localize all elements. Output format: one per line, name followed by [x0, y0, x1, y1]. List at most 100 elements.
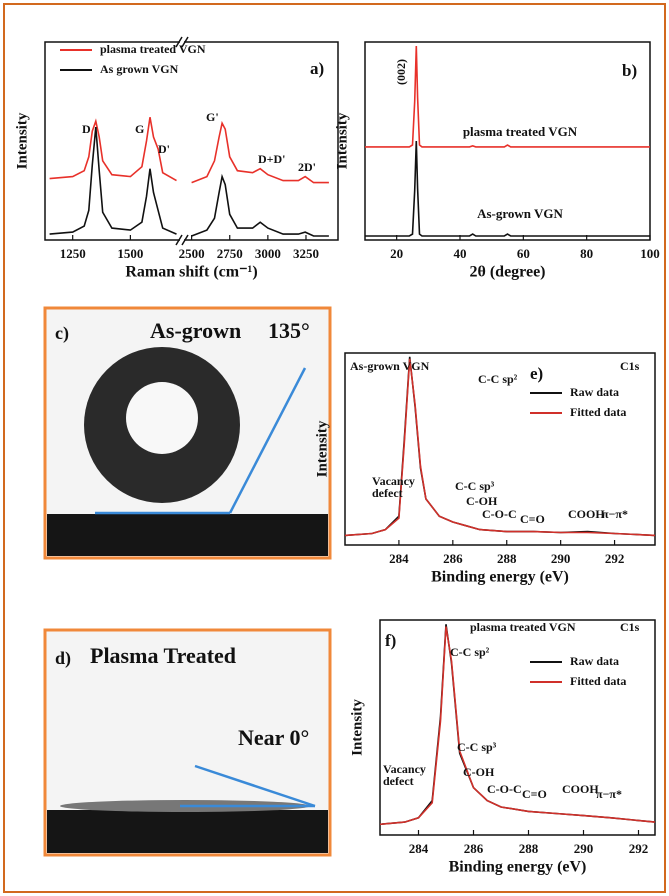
x-tick-label: 284 [409, 841, 429, 856]
x-axis-label: Raman shift (cm⁻¹) [125, 264, 257, 281]
x-tick-label: 100 [640, 246, 660, 261]
annotation: defect [383, 774, 414, 788]
x-tick-label: 286 [443, 551, 463, 566]
annotation: As-grown VGN [350, 359, 430, 373]
series-line [191, 120, 329, 184]
y-axis-label: Intensity [314, 420, 330, 477]
x-axis-label: 2θ (degree) [469, 264, 545, 281]
annotation: COOH [562, 782, 599, 796]
axis-break [175, 234, 189, 246]
y-axis-label: Intensity [349, 699, 365, 756]
x-tick-label: 40 [454, 246, 467, 261]
x-tick-label: 288 [497, 551, 517, 566]
x-tick-label: 290 [551, 551, 571, 566]
legend-label: Raw data [570, 385, 619, 399]
series-line [379, 626, 656, 826]
annotation: C-O-C [482, 507, 517, 521]
x-tick-label: 290 [574, 841, 594, 856]
photo-d: d) Plasma Treated Near 0° [43, 628, 332, 857]
annotation: G [135, 122, 144, 136]
series-label: plasma treated VGN [463, 124, 578, 139]
axis-break [175, 36, 189, 48]
tangent [194, 764, 316, 808]
annotation: π−π* [596, 787, 622, 801]
droplet-highlight [126, 382, 198, 454]
x-tick-label: 292 [629, 841, 649, 856]
panel-label: f) [385, 631, 396, 650]
annotation: Vacancy [372, 474, 415, 488]
axis-box [364, 41, 651, 241]
series-line [49, 127, 177, 235]
annotation: C1s [620, 359, 640, 373]
annotation: C1s [620, 620, 640, 634]
panel-label: a) [310, 59, 324, 78]
annotation: 2D' [298, 160, 316, 174]
series-line [191, 173, 329, 237]
x-tick-label: 292 [605, 551, 625, 566]
annotation: D [82, 122, 91, 136]
annotation: Vacancy [383, 762, 426, 776]
y-axis-label: Intensity [334, 112, 350, 169]
x-tick-label: 3250 [293, 246, 319, 261]
y-axis-label: Intensity [14, 112, 30, 169]
legend-label: plasma treated VGN [100, 42, 206, 56]
annotation: π−π* [602, 507, 628, 521]
x-tick-label: 2750 [217, 246, 243, 261]
annotation: D' [158, 142, 170, 156]
annotation: C-C sp² [450, 645, 490, 659]
x-tick-label: 60 [517, 246, 530, 261]
photo-label: As-grown [150, 318, 241, 343]
x-tick-label: 80 [580, 246, 593, 261]
chart: 284 286 288 290 292 Binding energy (eV) Intens… [314, 352, 656, 586]
x-tick-label: 20 [390, 246, 403, 261]
annotation: COOH [568, 507, 605, 521]
legend-label: As grown VGN [100, 62, 179, 76]
annotation: G' [206, 110, 219, 124]
legend-label: Raw data [570, 654, 619, 668]
angle-label: 135° [268, 318, 310, 343]
annotation: C-OH [466, 494, 498, 508]
annotation: C-O-C [487, 782, 522, 796]
annotation: C=O [520, 512, 545, 526]
axis-box [44, 41, 339, 241]
panel-label: b) [622, 61, 637, 80]
x-axis-label: Binding energy (eV) [431, 569, 569, 586]
axis-box [344, 352, 656, 546]
chart: 1250 1500 2500 2750 3000 3250 Raman shift (cm⁻… [14, 36, 339, 281]
series-line [49, 117, 177, 182]
annotation: C-C sp³ [455, 479, 495, 493]
annotation: C-OH [463, 765, 495, 779]
tangent [228, 367, 307, 514]
photo-label: Plasma Treated [90, 643, 236, 668]
annotation: plasma treated VGN [470, 620, 576, 634]
panel-label: c) [55, 323, 69, 344]
annotation: defect [372, 486, 403, 500]
series-label: As-grown VGN [477, 206, 563, 221]
legend-label: Fitted data [570, 405, 626, 419]
x-tick-label: 288 [519, 841, 539, 856]
annotation: C-C sp² [478, 372, 518, 386]
axis-box [379, 619, 656, 836]
annotation: C-C sp³ [457, 740, 497, 754]
chart: 20 40 60 80 100 2θ (degree) Intensity b) plasma … [334, 41, 660, 281]
x-tick-label: 3000 [255, 246, 281, 261]
series-line [365, 140, 650, 237]
angle-label: Near 0° [238, 725, 309, 750]
series-line [344, 358, 656, 537]
panel-label: d) [55, 648, 71, 669]
chart: 284 286 288 290 292 Binding energy (eV) Intens… [349, 619, 656, 876]
substrate [47, 514, 328, 556]
x-tick-label: 1500 [117, 246, 143, 261]
photo-c: c) As-grown 135° [43, 306, 332, 560]
x-tick-label: 1250 [60, 246, 86, 261]
legend-label: Fitted data [570, 674, 626, 688]
panel-label: e) [530, 364, 543, 383]
annotation: (002) [394, 59, 408, 85]
x-tick-label: 286 [464, 841, 484, 856]
annotation: D+D' [258, 152, 286, 166]
substrate [47, 810, 328, 853]
x-tick-label: 284 [389, 551, 409, 566]
x-tick-label: 2500 [179, 246, 205, 261]
x-axis-label: Binding energy (eV) [449, 859, 587, 876]
